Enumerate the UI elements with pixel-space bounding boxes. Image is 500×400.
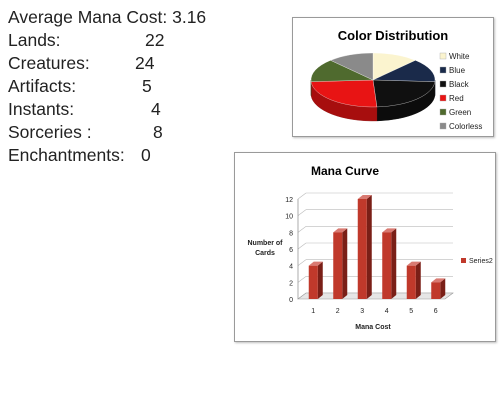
stat-label: Sorceries : [8,122,92,142]
legend-label: Black [449,80,470,89]
x-tick-label: 3 [360,308,364,315]
stat-value: 22 [145,30,165,50]
gridline-depth [297,209,307,216]
gridline-depth [297,226,307,233]
gridline-depth [297,276,307,283]
legend-label: Green [449,108,471,117]
average-mana-cost-value: 3.16 [172,7,207,27]
legend-swatch [439,122,447,130]
bar-3 [357,195,372,299]
bar-4 [382,228,397,299]
bar-top [382,228,397,233]
stat-value: 24 [135,53,155,73]
gridline-depth [297,192,307,200]
bar-side [440,278,446,299]
bar-top [357,195,372,199]
pie-title: Color Distribution [338,28,449,43]
y-tick-label: 6 [289,247,293,254]
bar-2 [333,228,348,299]
bar-6 [431,278,446,299]
stat-label: Creatures: [8,53,90,73]
legend-label: Blue [449,66,466,75]
bar-title: Mana Curve [311,164,379,178]
stat-row-creatures: Creatures: 24 [8,52,206,75]
y-tick-label: 10 [285,214,293,221]
bar-top [308,261,323,266]
legend-swatch [461,258,466,263]
legend-label: Series2 [469,258,493,265]
stat-value: 0 [141,145,151,165]
y-tick-label: 0 [289,297,293,304]
bars [308,195,446,299]
legend-label: Red [449,94,464,103]
x-tick-label: 2 [336,308,340,315]
bar-top [333,228,348,233]
y-tick-label: 12 [285,197,293,204]
legend-swatch [439,52,447,60]
legend-swatch [439,108,447,116]
y-tick-label: 4 [289,264,293,271]
legend-swatch [439,80,447,88]
pie-slice-black [372,79,436,108]
bar-front [431,282,441,299]
stat-value: 4 [151,99,161,119]
stat-label: Instants: [8,99,75,119]
bar-top [431,278,446,283]
legend-label: White [449,52,470,61]
mana-curve-chart: Mana Curve 0 2 4 6 8 10 12 1 2 3 4 5 6 Number of Cards M… [234,152,496,342]
bar-front [333,232,343,299]
stat-row-sorceries: Sorceries : 8 [8,121,206,144]
bar-side [342,228,348,299]
bar-side [391,228,397,299]
y-axis-title-line1: Number of [248,240,284,247]
bar-front [382,232,392,299]
color-distribution-chart: Color Distribution White Blue Black Red Green… [292,17,494,137]
stat-row-enchantments: Enchantments: 0 [8,144,206,167]
legend-swatch [439,66,447,74]
x-axis-title: Mana Cost [355,324,391,331]
x-tick-label: 5 [409,308,413,315]
deck-stats: Average Mana Cost: 3.16 Lands: 22 Creatu… [8,6,206,167]
bar-front [308,265,318,299]
legend-label: Colorless [449,122,482,131]
average-mana-cost-label: Average Mana Cost: [8,7,168,27]
y-axis-title-line2: Cards [255,250,275,257]
pie-legend: White Blue Black Red Green Colorless [439,52,482,131]
x-tick-label: 1 [311,308,315,315]
pie-slice-colorless [330,52,374,81]
stat-label: Artifacts: [8,76,77,96]
x-tick-label: 4 [385,308,389,315]
stat-label: Enchantments: [8,145,125,165]
y-tick-label: 2 [289,280,293,287]
stat-value: 8 [153,122,163,142]
stat-value: 5 [142,76,152,96]
bar-5 [406,261,421,299]
stat-label: Lands: [8,30,61,50]
stat-row-lands: Lands: 22 [8,29,206,52]
pie-slice-blue [372,60,436,82]
x-tick-label: 6 [434,308,438,315]
y-tick-label: 8 [289,230,293,237]
legend-swatch [439,94,447,102]
bar-top [406,261,421,266]
gridline-depth [297,259,307,266]
pie-slice-green [310,60,374,82]
bar-front [406,265,416,299]
pie-slice-red [310,79,378,108]
stat-row-artifacts: Artifacts: 5 [8,75,206,98]
bar-1 [308,261,323,299]
bar-front [357,199,367,299]
bar-side [317,261,323,299]
average-mana-cost: Average Mana Cost: 3.16 [8,6,206,29]
bar-side [415,261,421,299]
gridline-depth [297,242,307,250]
stat-row-instants: Instants: 4 [8,98,206,121]
bar-side [366,195,372,299]
